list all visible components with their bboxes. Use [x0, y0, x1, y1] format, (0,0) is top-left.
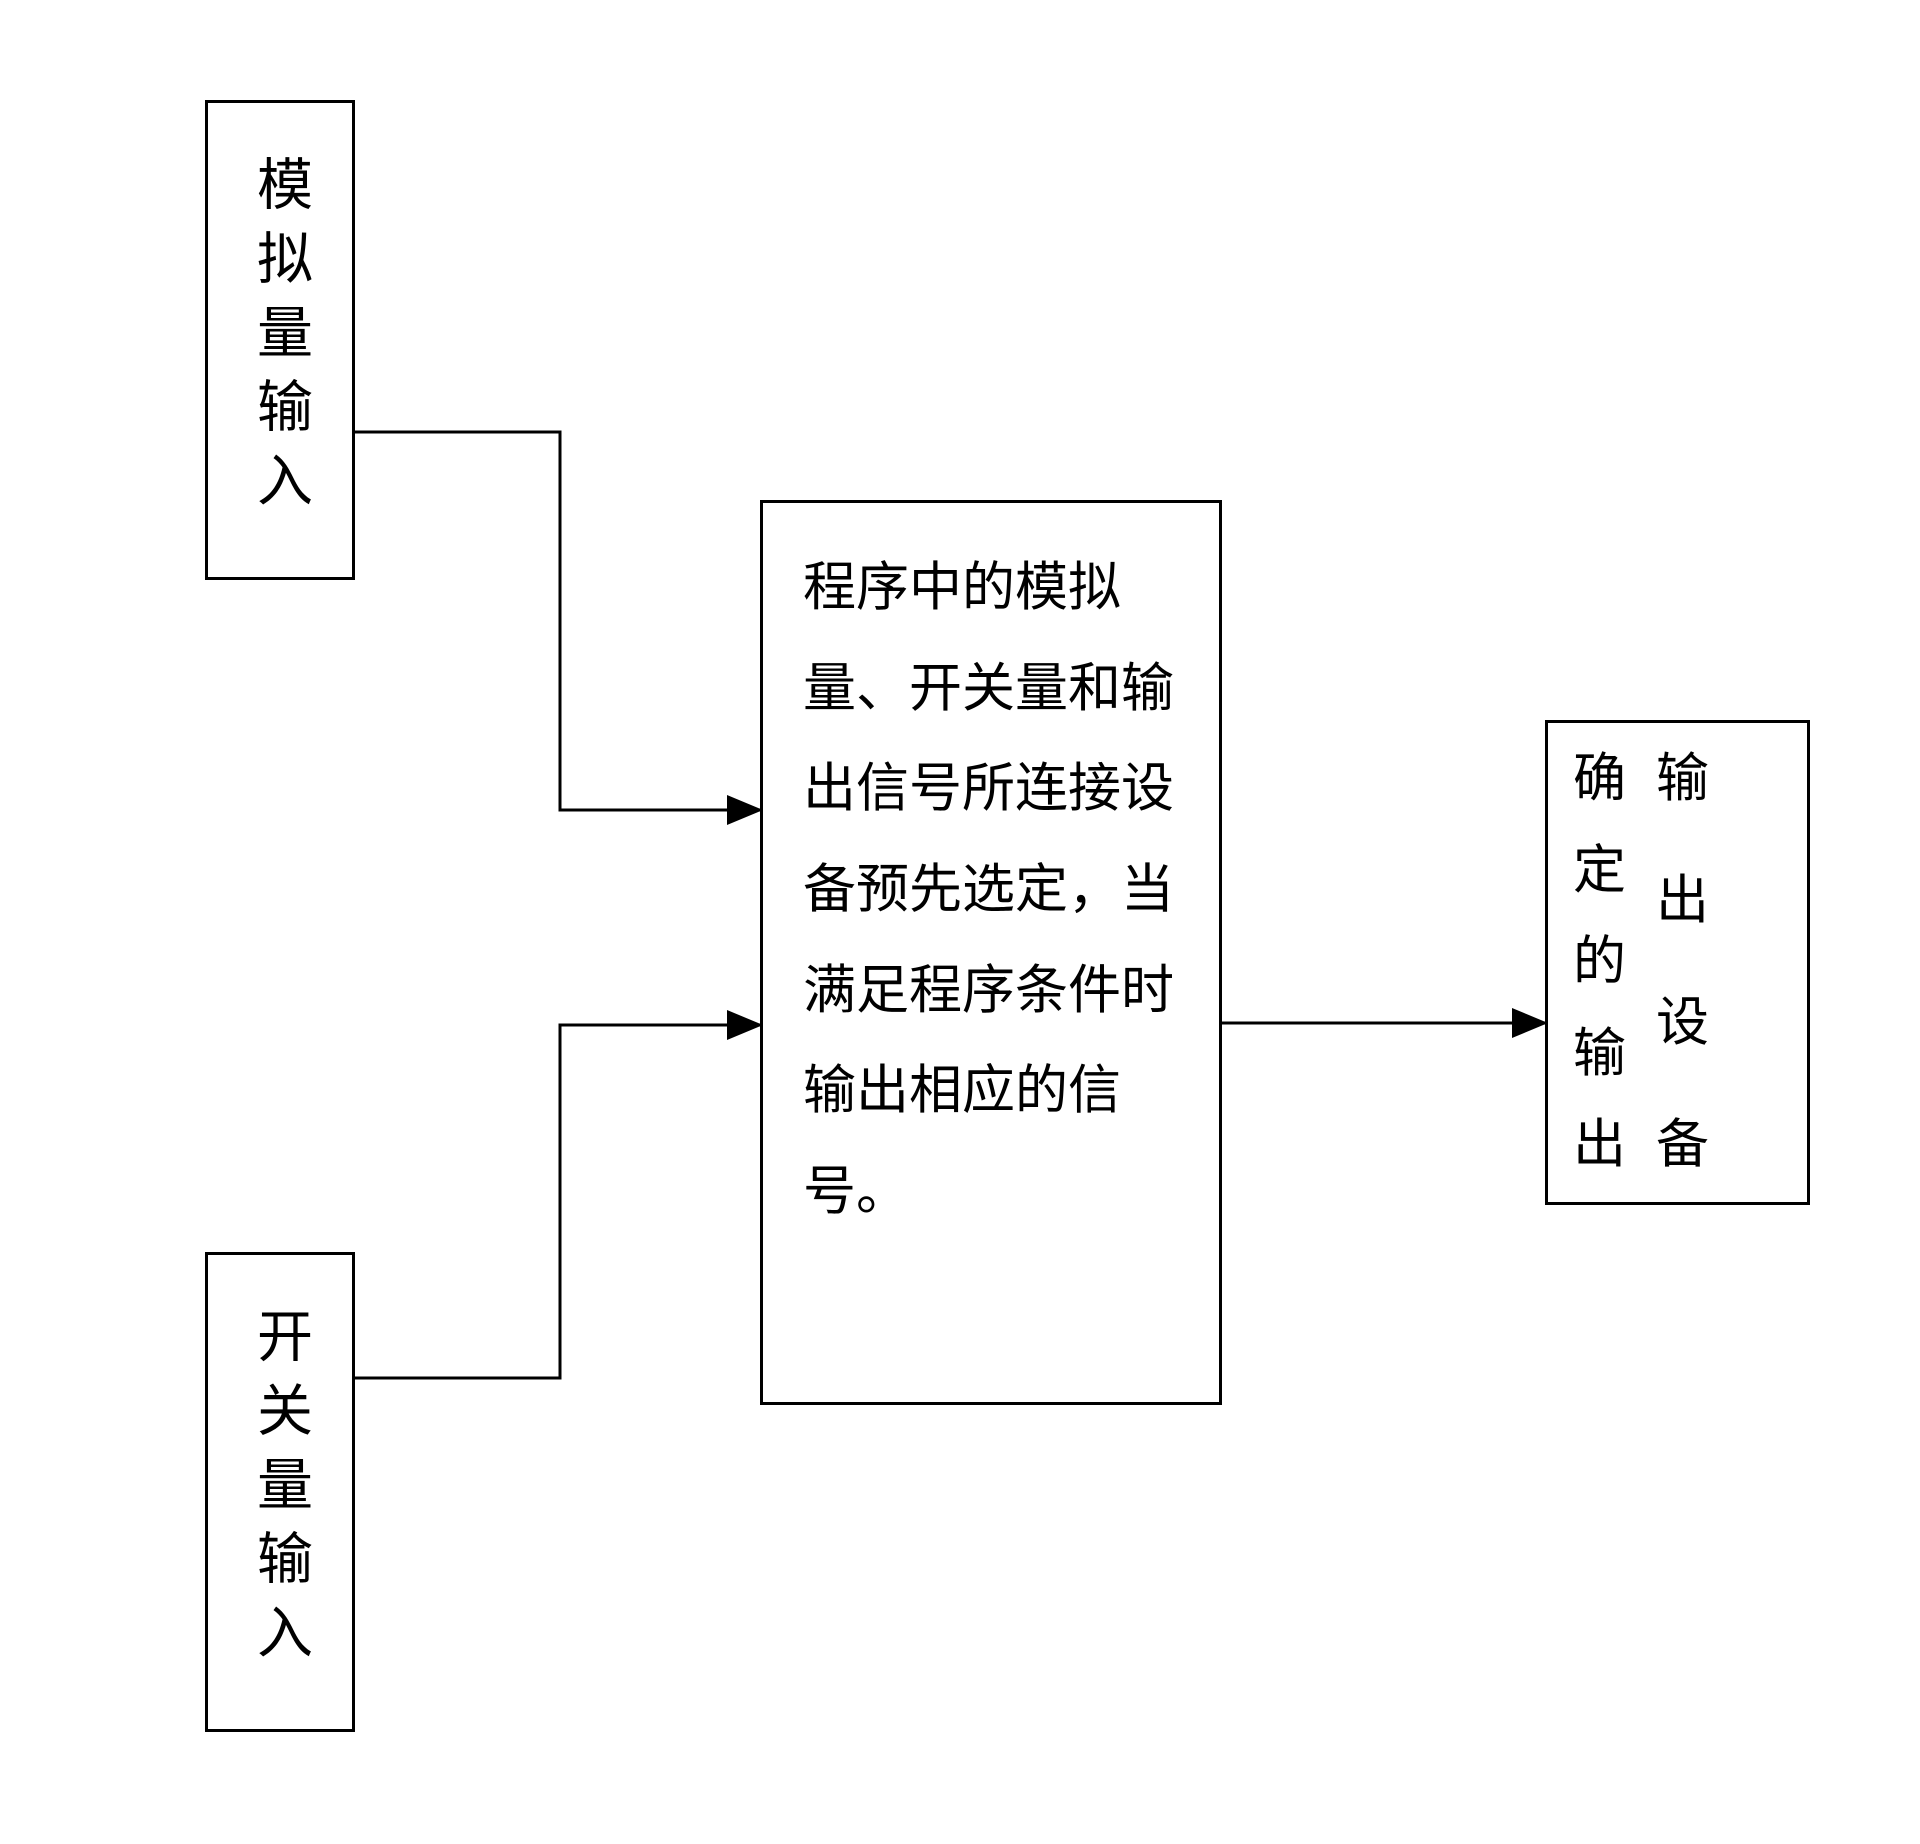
- node-output-columns: 确 定 的 输 出 输 出 设 备: [1573, 753, 1709, 1172]
- node-process: 程序中的模拟量、开关量和输出信号所连接设备预先选定，当满足程序条件时输出相应的信…: [760, 500, 1222, 1405]
- edge-analog_input-to-process: [355, 432, 760, 810]
- node-process-label: 程序中的模拟量、开关量和输出信号所连接设备预先选定，当满足程序条件时输出相应的信…: [803, 538, 1179, 1243]
- node-switch-input: 开关量输入: [205, 1252, 355, 1732]
- output-char: 输: [1573, 1028, 1626, 1081]
- output-char: 备: [1656, 1119, 1709, 1172]
- output-char: 定: [1573, 845, 1626, 898]
- node-switch-input-label: 开关量输入: [240, 1307, 321, 1677]
- node-analog-input: 模拟量输入: [205, 100, 355, 580]
- output-char: 出: [1573, 1119, 1626, 1172]
- node-output-col1: 确 定 的 输 出: [1573, 753, 1626, 1172]
- node-analog-input-label: 模拟量输入: [240, 155, 321, 525]
- output-char: 确: [1573, 753, 1626, 806]
- output-char: 的: [1573, 936, 1626, 989]
- node-output-col2: 输 出 设 备: [1656, 753, 1709, 1172]
- edge-switch_input-to-process: [355, 1025, 760, 1378]
- node-output: 确 定 的 输 出 输 出 设 备: [1545, 720, 1810, 1205]
- output-char: 出: [1656, 875, 1709, 928]
- output-char: 输: [1656, 753, 1709, 806]
- output-char: 设: [1656, 997, 1709, 1050]
